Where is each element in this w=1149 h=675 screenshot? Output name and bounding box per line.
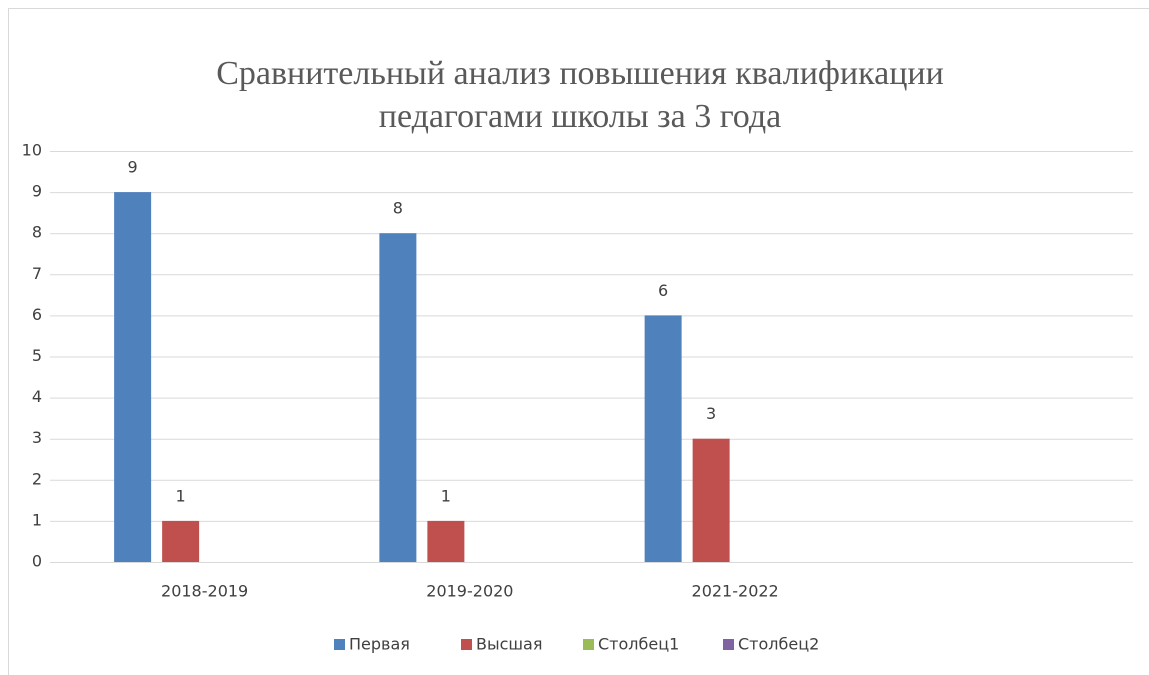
y-tick-label: 8 [32,223,42,242]
data-label: 1 [441,486,451,505]
chart-title: Сравнительный анализ повышения квалифика… [216,55,944,92]
legend-swatch [723,639,734,650]
legend-label: Первая [349,635,410,654]
y-tick-label: 3 [32,428,42,447]
x-tick-label: 2018-2019 [161,582,248,601]
legend-label: Высшая [476,635,542,654]
bar [162,520,200,562]
legend-label: Столбец2 [738,635,819,654]
bar [379,233,417,562]
legend-swatch [583,639,594,650]
y-tick-label: 9 [32,182,42,201]
x-tick-label: 2021-2022 [692,582,779,601]
data-label: 8 [393,199,403,218]
bar [644,315,682,562]
y-tick-label: 4 [32,387,42,406]
data-label: 3 [706,404,716,423]
data-label: 1 [176,486,186,505]
x-tick-label: 2019-2020 [426,582,513,601]
y-tick-label: 1 [32,510,42,529]
y-tick-label: 7 [32,264,42,283]
data-label: 6 [658,281,668,300]
bar [114,192,152,562]
legend-swatch [334,639,345,650]
y-tick-label: 5 [32,346,42,365]
chart-title: педагогами школы за 3 года [379,98,781,135]
y-tick-label: 6 [32,305,42,324]
bar [427,520,465,562]
y-tick-label: 2 [32,469,42,488]
y-tick-label: 0 [32,552,42,571]
y-tick-label: 10 [22,141,42,160]
data-label: 9 [128,158,138,177]
legend-label: Столбец1 [598,635,679,654]
bar [692,438,730,562]
chart-border [8,8,1149,675]
legend-swatch [461,639,472,650]
